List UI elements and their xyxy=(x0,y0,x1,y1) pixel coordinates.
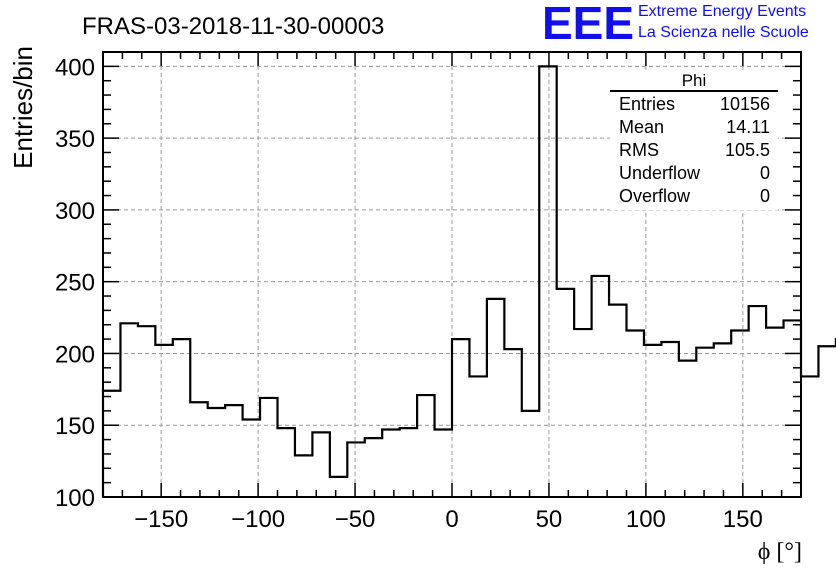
stats-value: 0 xyxy=(759,186,770,206)
stats-label: Overflow xyxy=(619,186,691,206)
y-tick-label: 300 xyxy=(55,198,95,225)
stats-label: Entries xyxy=(619,94,676,114)
stats-row-overflow: Overflow 0 xyxy=(619,185,770,207)
y-tick-label: 150 xyxy=(55,413,95,440)
x-tick-label: 100 xyxy=(626,506,666,533)
stats-row-mean: Mean 14.11 xyxy=(619,116,770,138)
y-axis-label: Entries/bin xyxy=(8,46,38,169)
stats-value: 105.5 xyxy=(724,140,770,160)
y-tick-label: 250 xyxy=(55,270,95,297)
stats-box: Phi Entries 10156 Mean 14.11 RMS 105.5 U… xyxy=(610,70,778,210)
stats-label: Mean xyxy=(619,117,665,137)
stats-title: Phi xyxy=(681,71,707,90)
stats-label: Underflow xyxy=(619,163,701,183)
x-tick-label: −50 xyxy=(335,506,376,533)
stats-value: 14.11 xyxy=(726,117,770,137)
stats-value: 0 xyxy=(759,163,770,183)
histogram-series-phi xyxy=(101,65,836,497)
logo-line-2: La Scienza nelle Scuole xyxy=(638,24,809,41)
x-tick-label: 50 xyxy=(536,506,563,533)
y-tick-label: 100 xyxy=(55,485,95,512)
tick-layer xyxy=(102,51,802,498)
y-tick-label: 400 xyxy=(55,54,95,81)
stats-divider xyxy=(610,90,778,92)
stats-value: 10156 xyxy=(719,94,770,114)
chart-title: FRAS-03-2018-11-30-00003 xyxy=(82,13,384,40)
y-tick-label: 350 xyxy=(55,126,95,153)
stats-row-rms: RMS 105.5 xyxy=(619,139,770,161)
x-tick-label: 150 xyxy=(723,506,763,533)
x-tick-label: −150 xyxy=(134,506,188,533)
y-tick-label: 200 xyxy=(55,341,95,368)
eee-logo-mark: EEE xyxy=(542,0,635,49)
stats-row-entries: Entries 10156 xyxy=(619,93,770,115)
y-tick-labels: 100 150 200 250 300 350 400 xyxy=(55,54,95,512)
x-axis-label: ϕ [°] xyxy=(758,539,802,565)
x-tick-label: −100 xyxy=(231,506,285,533)
x-tick-label: 0 xyxy=(445,506,458,533)
x-tick-labels: −150 −100 −50 0 50 100 150 xyxy=(134,506,763,533)
logo-line-1: Extreme Energy Events xyxy=(638,3,807,20)
stats-label: RMS xyxy=(619,140,659,160)
stats-row-underflow: Underflow 0 xyxy=(619,162,770,184)
